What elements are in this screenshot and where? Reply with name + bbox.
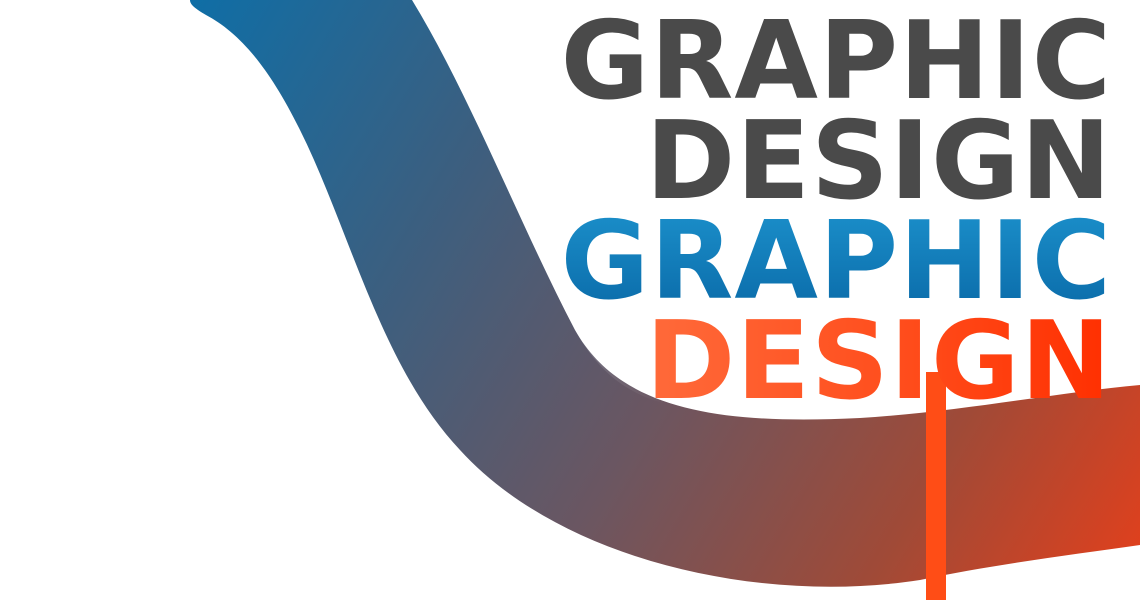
ribbon-shape — [190, 0, 1140, 587]
ribbon-highlight — [412, 0, 670, 405]
accent-bar — [926, 372, 946, 600]
